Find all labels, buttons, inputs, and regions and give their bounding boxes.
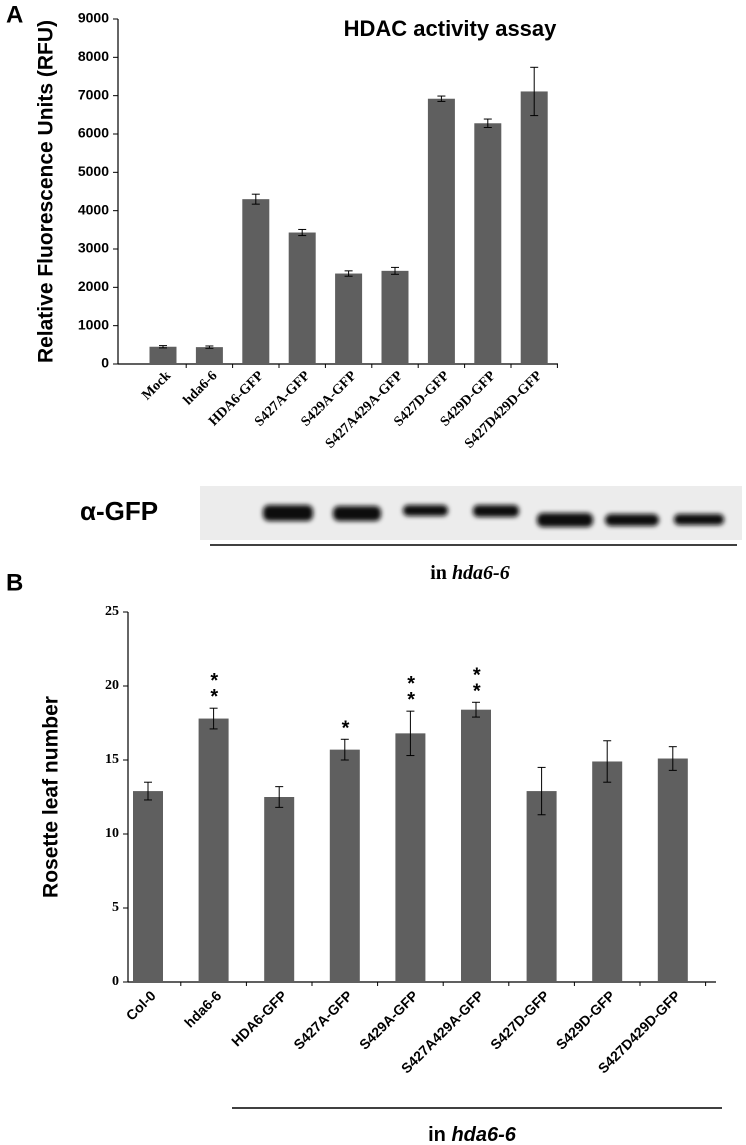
y-tick-label: 6000 bbox=[78, 125, 109, 141]
y-tick-label: 15 bbox=[105, 752, 119, 767]
y-tick-label: 1000 bbox=[78, 316, 109, 332]
group-label-genotype: hda6-6 bbox=[452, 562, 510, 584]
bar bbox=[474, 123, 502, 365]
bar bbox=[149, 346, 177, 364]
panel-label: B bbox=[6, 569, 23, 596]
bar bbox=[526, 791, 557, 982]
bar bbox=[335, 273, 363, 364]
bar bbox=[198, 718, 229, 982]
x-tick-label: hda6-6 bbox=[181, 987, 224, 1030]
y-tick-label: 5 bbox=[112, 900, 119, 915]
bar bbox=[381, 270, 409, 364]
bar bbox=[657, 758, 688, 982]
bar bbox=[242, 199, 270, 364]
x-tick-label: Mock bbox=[139, 368, 174, 403]
y-tick-label: 2000 bbox=[78, 278, 109, 294]
significance: ** bbox=[466, 664, 488, 696]
x-tick-label: S429A-GFP bbox=[356, 987, 421, 1052]
bar bbox=[329, 749, 360, 982]
bar bbox=[288, 232, 316, 364]
y-tick-label: 4000 bbox=[78, 201, 109, 217]
bar bbox=[395, 733, 426, 982]
y-tick-label: 9000 bbox=[78, 10, 109, 26]
x-tick-label: S427A-GFP bbox=[290, 987, 355, 1052]
x-tick-label: S427D-GFP bbox=[487, 987, 552, 1052]
x-tick-label: S429D-GFP bbox=[553, 987, 618, 1052]
group-label-prefix: in bbox=[430, 562, 447, 584]
group-label: in hda6-6 bbox=[430, 562, 509, 584]
x-tick-label: S427D429D-GFP bbox=[462, 368, 546, 452]
bar bbox=[195, 347, 223, 364]
panel-label: A bbox=[6, 1, 23, 28]
bar bbox=[520, 91, 548, 364]
bar bbox=[427, 98, 455, 364]
y-tick-label: 10 bbox=[105, 826, 119, 841]
bar bbox=[461, 709, 491, 982]
blot-bands bbox=[263, 505, 724, 527]
x-tick-label: hda6-6 bbox=[181, 368, 221, 408]
group-label: in hda6-6 bbox=[428, 1124, 517, 1145]
x-tick-label: Col-0 bbox=[123, 987, 159, 1023]
y-tick-label: 20 bbox=[105, 678, 119, 693]
group-label-prefix: in bbox=[428, 1124, 446, 1145]
bar bbox=[592, 761, 623, 982]
y-tick-label: 5000 bbox=[78, 163, 109, 179]
x-tick-label: HDA6-GFP bbox=[228, 987, 290, 1049]
blot-label: α-GFP bbox=[80, 496, 158, 526]
y-axis-label: Relative Fluorescence Units (RFU) bbox=[35, 20, 58, 363]
chart-title: HDAC activity assay bbox=[344, 16, 558, 41]
x-tick-label: S427A429A-GFP bbox=[323, 368, 407, 452]
y-axis-label: Rosette leaf number bbox=[40, 696, 63, 898]
y-tick-label: 7000 bbox=[78, 86, 109, 102]
y-tick-label: 3000 bbox=[78, 240, 109, 256]
bar bbox=[133, 791, 163, 982]
y-tick-label: 25 bbox=[105, 604, 119, 619]
significance: ** bbox=[400, 673, 422, 705]
bar bbox=[264, 797, 295, 982]
y-tick-label: 0 bbox=[112, 974, 119, 989]
y-tick-label: 0 bbox=[101, 355, 109, 371]
group-label-genotype: hda6-6 bbox=[451, 1124, 516, 1145]
significance: * bbox=[335, 717, 357, 733]
significance: ** bbox=[203, 670, 225, 702]
y-tick-label: 8000 bbox=[78, 48, 109, 64]
